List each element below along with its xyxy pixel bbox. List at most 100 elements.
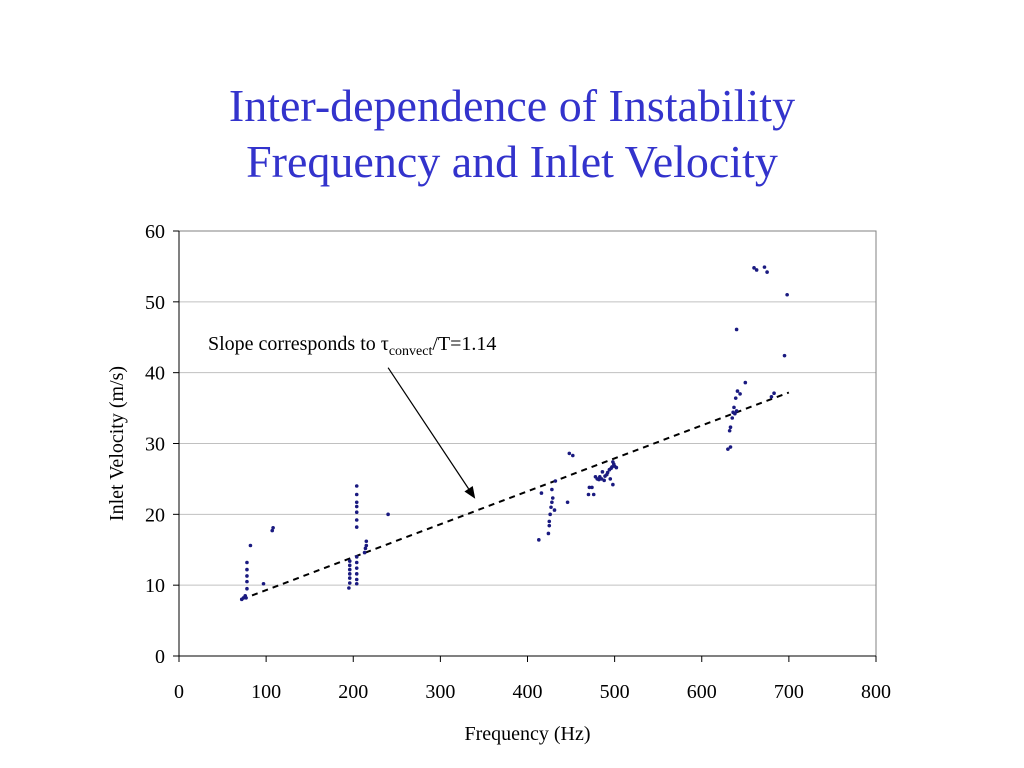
data-point [728, 425, 733, 430]
slide-title-line-2: Frequency and Inlet Velocity [246, 136, 778, 187]
data-point [347, 567, 352, 572]
data-point [762, 265, 767, 269]
data-point [245, 579, 249, 584]
data-point [546, 531, 551, 536]
annotation-text-main: Slope corresponds to [208, 333, 381, 355]
data-point [590, 485, 594, 490]
data-point [550, 496, 555, 500]
x-tick-label: 300 [425, 681, 455, 703]
data-point [591, 492, 596, 497]
y-tick-label: 40 [145, 363, 165, 385]
data-point [354, 518, 359, 522]
data-point [571, 453, 575, 458]
data-point [785, 292, 789, 297]
data-point [754, 268, 759, 272]
data-point [553, 479, 558, 483]
data-point [347, 572, 352, 576]
annotation-text-tail: /T=1.14 [432, 333, 496, 355]
y-axis-title: Inlet Velocity (m/s) [106, 366, 128, 521]
data-point [363, 546, 368, 551]
data-point [539, 491, 544, 495]
data-point [586, 492, 591, 497]
data-point [245, 567, 249, 572]
data-point [248, 543, 253, 548]
arrowhead-icon [464, 485, 476, 499]
data-point [347, 563, 352, 568]
y-tick-label: 10 [145, 575, 165, 597]
data-point [354, 500, 359, 505]
slide-title: Inter-dependence of Instability Frequenc… [0, 78, 1024, 190]
data-point [354, 555, 359, 559]
x-axis-title: Frequency (Hz) [464, 723, 590, 745]
data-point [537, 538, 541, 542]
data-point [565, 500, 570, 505]
data-point [730, 416, 735, 420]
data-point [261, 581, 266, 586]
data-point [726, 447, 730, 451]
data-point [354, 560, 359, 565]
y-tick-label: 20 [145, 504, 165, 526]
data-point [347, 559, 352, 563]
trendline-group [241, 391, 790, 601]
data-point [347, 576, 352, 580]
data-point [548, 512, 552, 517]
data-point [734, 327, 739, 332]
data-point [347, 581, 352, 585]
data-point [271, 525, 275, 530]
data-point [772, 391, 776, 396]
data-point [738, 392, 742, 396]
data-point [733, 411, 737, 416]
data-point [386, 512, 390, 517]
data-point [734, 409, 739, 413]
data-point [354, 572, 359, 576]
data-point [364, 543, 369, 548]
x-tick-label: 0 [174, 681, 184, 703]
data-point [735, 389, 740, 393]
grid-lines [179, 230, 876, 586]
convect-subscript: convect [389, 344, 433, 359]
data-point [608, 477, 613, 481]
data-point [605, 470, 610, 475]
data-point [602, 478, 606, 483]
data-point [600, 470, 605, 474]
slope-annotation: Slope corresponds to τconvect/T=1.14 [208, 333, 496, 359]
data-point [727, 428, 732, 433]
data-point [244, 596, 248, 600]
x-tick-label: 400 [513, 681, 543, 703]
data-point [270, 528, 275, 533]
data-point [611, 482, 615, 487]
tau-symbol: τ [381, 333, 389, 355]
data-point [743, 380, 748, 385]
data-point [552, 508, 557, 512]
data-point [364, 539, 369, 544]
annotation-group: Slope corresponds to τconvect/T=1.14 [208, 333, 496, 499]
y-tick-label: 30 [145, 434, 165, 456]
data-point [245, 586, 249, 591]
data-point [567, 451, 572, 456]
data-point [354, 484, 359, 488]
x-tick-label: 700 [774, 681, 804, 703]
x-tick-label: 100 [251, 681, 281, 703]
data-point [354, 510, 359, 515]
slide-title-line-1: Inter-dependence of Instability [228, 80, 796, 131]
data-point [245, 574, 249, 578]
trendline [241, 391, 790, 601]
data-point [733, 396, 738, 400]
data-point [769, 394, 774, 399]
x-tick-label: 800 [861, 681, 891, 703]
data-point [362, 550, 367, 555]
data-point [347, 586, 351, 590]
data-point [732, 405, 736, 410]
y-tick-label: 50 [145, 292, 165, 314]
x-tick-label: 200 [338, 681, 368, 703]
annotation-arrow [387, 367, 470, 490]
data-point [354, 566, 359, 570]
data-point [587, 485, 592, 490]
data-point [549, 505, 553, 510]
data-point [245, 560, 249, 565]
data-point [354, 577, 359, 582]
data-points [239, 265, 789, 602]
data-point [354, 504, 359, 509]
